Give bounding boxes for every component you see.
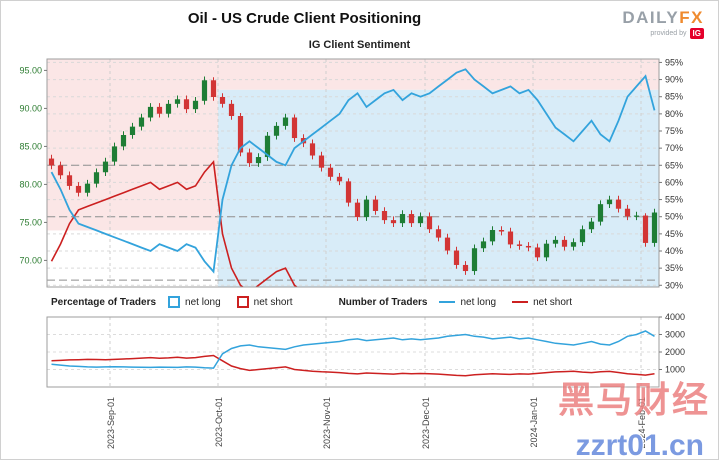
pct-tick-label: 35% [665,263,683,273]
pct-tick-label: 75% [665,126,683,136]
provided-by-label: provided by [650,30,687,37]
price-tick-label: 90.00 [19,103,42,113]
dailyfx-wordmark: DAILYFX [622,9,704,26]
num-short-line-icon [512,301,529,303]
pct-net-short-label: net short [253,296,293,308]
dailyfx-logo[interactable]: DAILYFX provided by IG [622,9,704,39]
pct-tick-label: 90% [665,75,683,85]
price-tick-label: 80.00 [19,179,42,189]
price-tick-label: 75.00 [19,217,42,227]
num-tick-label: 3000 [665,330,685,340]
num-net-long-label: net long [460,296,497,308]
num-long-line-icon [439,301,456,303]
x-axis-label: 2023-Oct-01 [214,397,224,447]
legend-num-net-short[interactable]: net short [512,297,572,308]
x-axis-label: 2023-Sep-01 [106,397,116,449]
top-pink-band [218,59,659,90]
provided-by-row: provided by IG [622,28,704,39]
net-long-pct-line [50,68,656,274]
num-tick-label: 1000 [665,365,685,375]
watermark-url: zzrt01.cn [575,429,704,460]
x-axis-label: 2023-Dec-01 [421,397,431,449]
x-axis-label: 2024-Jan-01 [529,397,539,448]
net-long-checkbox-icon[interactable] [168,296,181,308]
pct-tick-label: 50% [665,212,683,222]
num-legend-title: Number of Traders [338,296,428,308]
pct-tick-label: 45% [665,229,683,239]
page-title: Oil - US Crude Client Positioning [187,10,422,27]
pct-tick-label: 40% [665,246,683,256]
pct-tick-label: 80% [665,109,683,119]
legend-pct-net-short[interactable]: net short [236,296,293,308]
pct-tick-label: 95% [665,57,683,67]
net-short-checkbox-icon[interactable] [236,296,249,308]
price-tick-label: 85.00 [19,141,42,151]
chart-legend: Percentage of Traders net long net short… [51,294,588,310]
pct-tick-label: 70% [665,143,683,153]
num-long-line [51,330,655,369]
pct-tick-label: 60% [665,177,683,187]
logo-fx-text: FX [679,8,704,27]
net-short-majority-region [47,59,218,231]
watermark-chinese: 黑马财经 [557,379,710,420]
x-axis-label: 2024-Feb-01 [637,397,647,449]
net-long-majority-region [218,89,659,287]
num-short-line [51,354,655,377]
legend-pct-net-long[interactable]: net long [168,296,221,308]
net-short-pct-line [50,160,299,287]
pct-legend-title: Percentage of Traders [51,296,157,308]
chart-subtitle: IG Client Sentiment [308,39,411,51]
pct-tick-label: 85% [665,92,683,102]
logo-daily-text: DAILY [622,8,680,27]
num-tick-label: 2000 [665,347,685,357]
num-tick-label: 4000 [665,312,685,322]
ig-logo: IG [689,28,704,39]
pct-tick-label: 65% [665,160,683,170]
x-axis-label: 2023-Nov-01 [322,397,332,449]
pct-tick-label: 30% [665,280,683,290]
pct-tick-label: 55% [665,195,683,205]
num-net-short-label: net short [533,296,572,308]
price-tick-label: 70.00 [19,255,42,265]
price-tick-label: 95.00 [19,65,42,75]
legend-num-net-long[interactable]: net long [439,297,496,308]
pct-net-long-label: net long [185,296,221,308]
